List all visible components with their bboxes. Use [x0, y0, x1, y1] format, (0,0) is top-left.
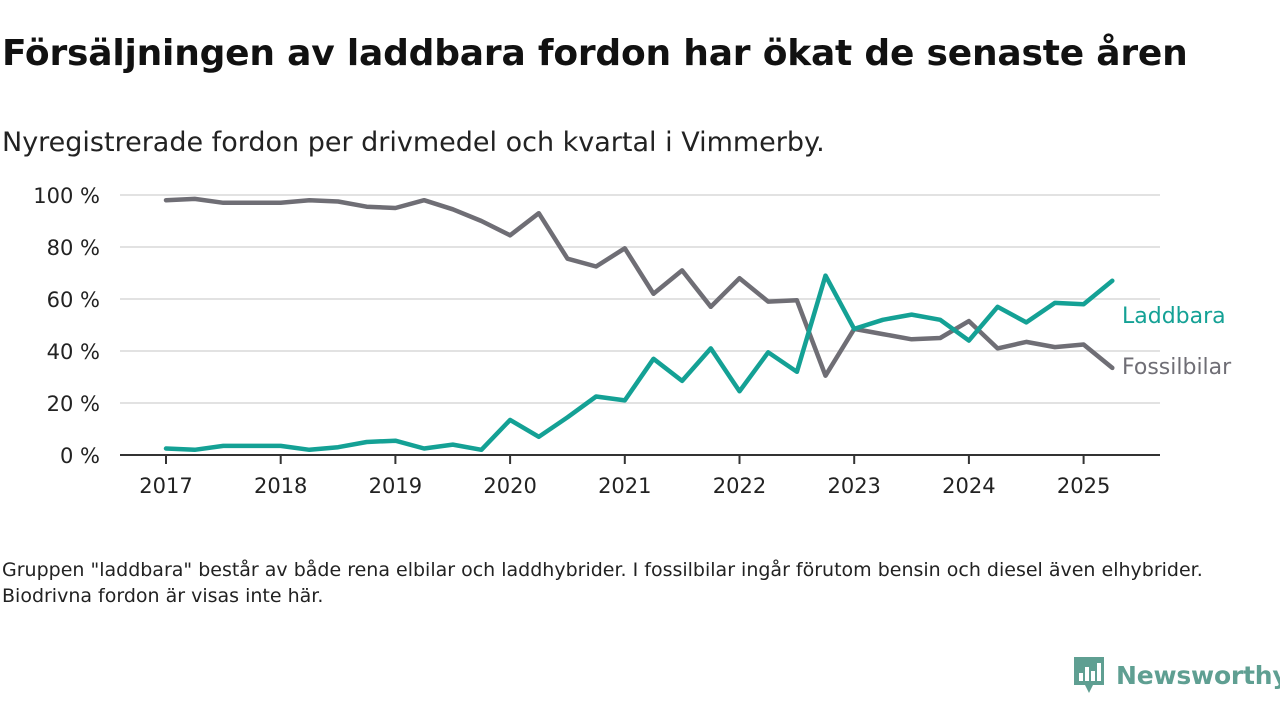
y-tick-label: 100 %: [33, 184, 100, 208]
x-tick-label: 2024: [942, 474, 995, 498]
y-axis-labels: 0 % 20 % 40 % 60 % 80 % 100 %: [33, 184, 100, 468]
chart-subtitle: Nyregistrerade fordon per drivmedel och …: [2, 127, 825, 158]
x-tick-label: 2019: [369, 474, 422, 498]
chart-title: Försäljningen av laddbara fordon har öka…: [2, 33, 1188, 74]
footnote: Gruppen "laddbara" består av både rena e…: [2, 559, 1203, 607]
series-label-laddbara: Laddbara: [1122, 304, 1226, 329]
brand-name: Newsworthy: [1116, 660, 1280, 690]
series-line-laddbara: [163, 273, 1115, 453]
x-tick-label: 2018: [254, 474, 307, 498]
series-label-fossilbilar: Fossilbilar: [1122, 355, 1232, 380]
series-lines: [163, 196, 1115, 453]
y-tick-label: 0 %: [60, 444, 100, 468]
series-line-fossilbilar: [163, 196, 1115, 378]
grid-lines: [120, 194, 1160, 464]
x-tick-label: 2020: [483, 474, 536, 498]
x-axis-labels: 2017 2018 2019 2020 2021 2022 2023 2024 2025: [139, 474, 1110, 498]
y-tick-label: 80 %: [47, 236, 100, 260]
line-chart: 0 % 20 % 40 % 60 % 80 % 100 % 2017 2018 2019 202…: [33, 184, 1232, 498]
y-tick-label: 20 %: [47, 392, 100, 416]
newsworthy-logo-icon: [1074, 657, 1104, 693]
y-tick-label: 40 %: [47, 340, 100, 364]
x-tick-label: 2023: [827, 474, 880, 498]
series-labels: Laddbara Fossilbilar: [1122, 304, 1232, 380]
y-tick-label: 60 %: [47, 288, 100, 312]
x-tick-label: 2017: [139, 474, 192, 498]
brand-logo[interactable]: Newsworthy: [1072, 652, 1280, 698]
x-tick-label: 2022: [713, 474, 766, 498]
x-tick-label: 2025: [1057, 474, 1110, 498]
x-tick-label: 2021: [598, 474, 651, 498]
